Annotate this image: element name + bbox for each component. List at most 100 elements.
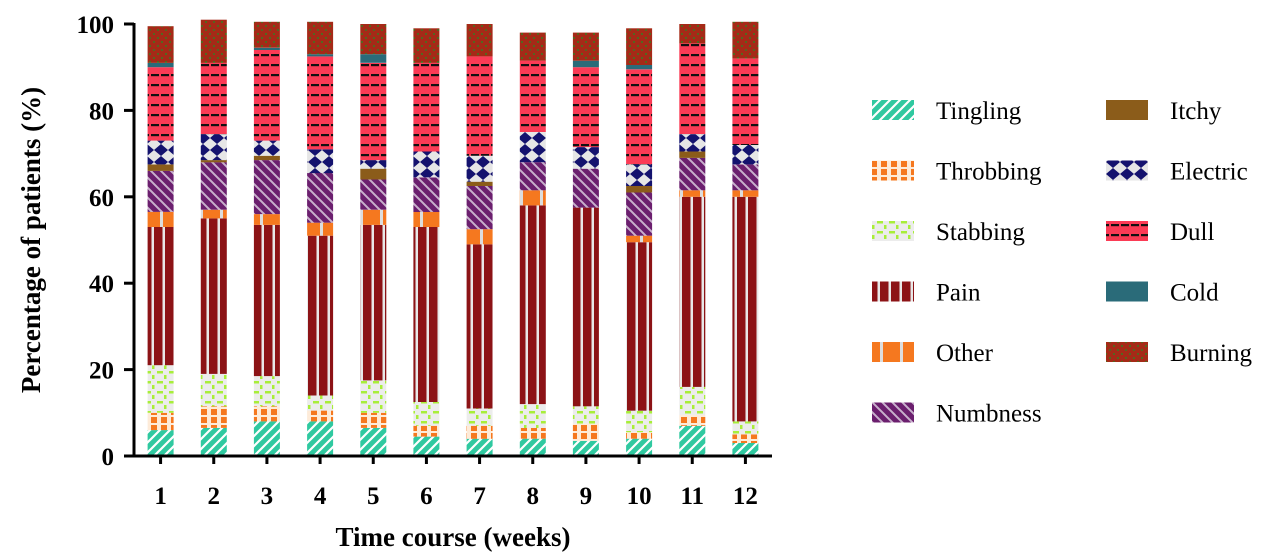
bar-segment-dull-week-6 xyxy=(413,62,440,152)
bar-segment-tingling-week-10 xyxy=(626,438,653,456)
bar-segment-burning-week-7 xyxy=(466,24,493,57)
bar-segment-stabbing-week-9 xyxy=(572,406,599,424)
legend-swatch-pain xyxy=(872,281,914,302)
y-tick-label: 100 xyxy=(77,12,115,39)
y-tick-label: 20 xyxy=(89,358,114,385)
bar-segment-dull-week-3 xyxy=(253,49,280,141)
bar-segment-cold-week-1 xyxy=(147,62,174,68)
bar-segment-stabbing-week-11 xyxy=(679,386,706,415)
legend-swatch-stabbing xyxy=(872,221,914,241)
bar-segment-dull-week-5 xyxy=(360,62,387,161)
bar-segment-numbness-week-11 xyxy=(679,157,706,191)
x-tick-label: 10 xyxy=(627,483,652,510)
bar-segment-burning-week-10 xyxy=(626,28,653,65)
bar-segment-pain-week-1 xyxy=(147,227,174,366)
bar-segment-tingling-week-7 xyxy=(466,438,493,456)
legend: Tingling Throbbing Stabbing Pain Other Numbne… xyxy=(872,98,1252,428)
bar-segment-dull-week-2 xyxy=(200,62,227,135)
bar-segment-itchy-week-7 xyxy=(466,181,493,186)
bar-segment-burning-week-5 xyxy=(360,24,387,55)
bar-segment-numbness-week-9 xyxy=(572,168,599,208)
bar-segment-electric-week-5 xyxy=(360,160,387,169)
bar-segment-cold-week-3 xyxy=(253,47,280,50)
bar-segment-other-week-12 xyxy=(732,190,759,197)
bar-segment-throbbing-week-9 xyxy=(572,423,599,441)
bar-segment-electric-week-12 xyxy=(732,145,759,165)
x-tick-label: 8 xyxy=(527,483,540,510)
bar-segment-burning-week-4 xyxy=(307,21,334,55)
bar-segment-dull-week-11 xyxy=(679,43,706,135)
bar-segment-dull-week-7 xyxy=(466,56,493,156)
legend-label-numbness: Numbness xyxy=(936,401,1042,428)
legend-label-dull: Dull xyxy=(1170,219,1215,246)
bar-segment-cold-week-10 xyxy=(626,65,653,70)
bar-segment-itchy-week-11 xyxy=(679,151,706,158)
bar-segment-numbness-week-7 xyxy=(466,186,493,230)
bar-segment-electric-week-7 xyxy=(466,155,493,182)
bar-segment-tingling-week-2 xyxy=(200,427,227,456)
x-tick-label: 7 xyxy=(473,483,486,510)
y-tick-label: 60 xyxy=(89,185,114,212)
bar-segment-other-week-11 xyxy=(679,190,706,197)
bar-segment-stabbing-week-6 xyxy=(413,402,440,426)
legend-swatch-dull xyxy=(1106,221,1148,241)
y-tick-label: 40 xyxy=(89,271,114,298)
legend-label-throbbing: Throbbing xyxy=(936,159,1042,186)
legend-swatch-throbbing xyxy=(872,160,914,181)
bar-segment-burning-week-8 xyxy=(519,32,546,61)
bar-segment-itchy-week-3 xyxy=(253,155,280,161)
legend-swatch-tingling xyxy=(872,100,914,120)
bar-segment-burning-week-11 xyxy=(679,24,706,44)
bar-segment-throbbing-week-5 xyxy=(360,412,387,428)
bar-segment-tingling-week-6 xyxy=(413,436,440,456)
bar-segment-electric-week-4 xyxy=(307,149,334,174)
bar-segment-throbbing-week-2 xyxy=(200,406,227,428)
bar-segment-numbness-week-4 xyxy=(307,173,334,223)
bar-segment-throbbing-week-10 xyxy=(626,432,653,439)
bar-segment-pain-week-9 xyxy=(572,207,599,407)
bar-segment-pain-week-10 xyxy=(626,242,653,411)
bar-segment-numbness-week-2 xyxy=(200,162,227,210)
legend-swatch-burning xyxy=(1106,342,1148,362)
bar-segment-electric-week-2 xyxy=(200,134,227,161)
bar-segment-throbbing-week-7 xyxy=(466,425,493,439)
bar-segment-throbbing-week-8 xyxy=(519,427,546,439)
bar-segment-electric-week-1 xyxy=(147,140,174,165)
legend-label-stabbing: Stabbing xyxy=(936,219,1025,246)
bar-segment-other-week-2 xyxy=(200,209,227,219)
bar-segment-other-week-1 xyxy=(147,211,174,227)
bar-segment-dull-week-9 xyxy=(572,67,599,148)
x-axis-title: Time course (weeks) xyxy=(336,522,571,552)
legend-label-itchy: Itchy xyxy=(1170,98,1222,125)
bar-segment-burning-week-9 xyxy=(572,32,599,61)
legend-label-cold: Cold xyxy=(1170,280,1219,307)
bar-segment-stabbing-week-8 xyxy=(519,404,546,428)
bars-layer xyxy=(147,19,759,456)
bar-segment-itchy-week-5 xyxy=(360,168,387,180)
bar-segment-stabbing-week-10 xyxy=(626,410,653,433)
bar-segment-numbness-week-6 xyxy=(413,177,440,212)
bar-segment-itchy-week-1 xyxy=(147,164,174,171)
bar-segment-tingling-week-1 xyxy=(147,430,174,456)
bar-segment-other-week-7 xyxy=(466,229,493,245)
bar-segment-numbness-week-10 xyxy=(626,192,653,236)
legend-label-pain: Pain xyxy=(936,280,981,307)
bar-segment-tingling-week-11 xyxy=(679,425,706,456)
bar-segment-throbbing-week-3 xyxy=(253,406,280,422)
x-tick-label: 2 xyxy=(208,483,221,510)
bar-segment-electric-week-9 xyxy=(572,147,599,169)
bar-segment-pain-week-6 xyxy=(413,227,440,402)
bar-segment-pain-week-12 xyxy=(732,196,759,422)
bar-segment-pain-week-5 xyxy=(360,224,387,381)
bar-segment-other-week-6 xyxy=(413,211,440,227)
bar-segment-stabbing-week-12 xyxy=(732,421,759,435)
bar-segment-burning-week-3 xyxy=(253,21,280,48)
legend-label-tingling: Tingling xyxy=(936,98,1022,125)
bar-segment-pain-week-8 xyxy=(519,205,546,405)
x-tick-label: 12 xyxy=(733,483,758,510)
bar-segment-burning-week-1 xyxy=(147,26,174,63)
bar-segment-other-week-4 xyxy=(307,222,334,236)
bar-segment-electric-week-3 xyxy=(253,140,280,156)
bar-segment-pain-week-2 xyxy=(200,218,227,374)
